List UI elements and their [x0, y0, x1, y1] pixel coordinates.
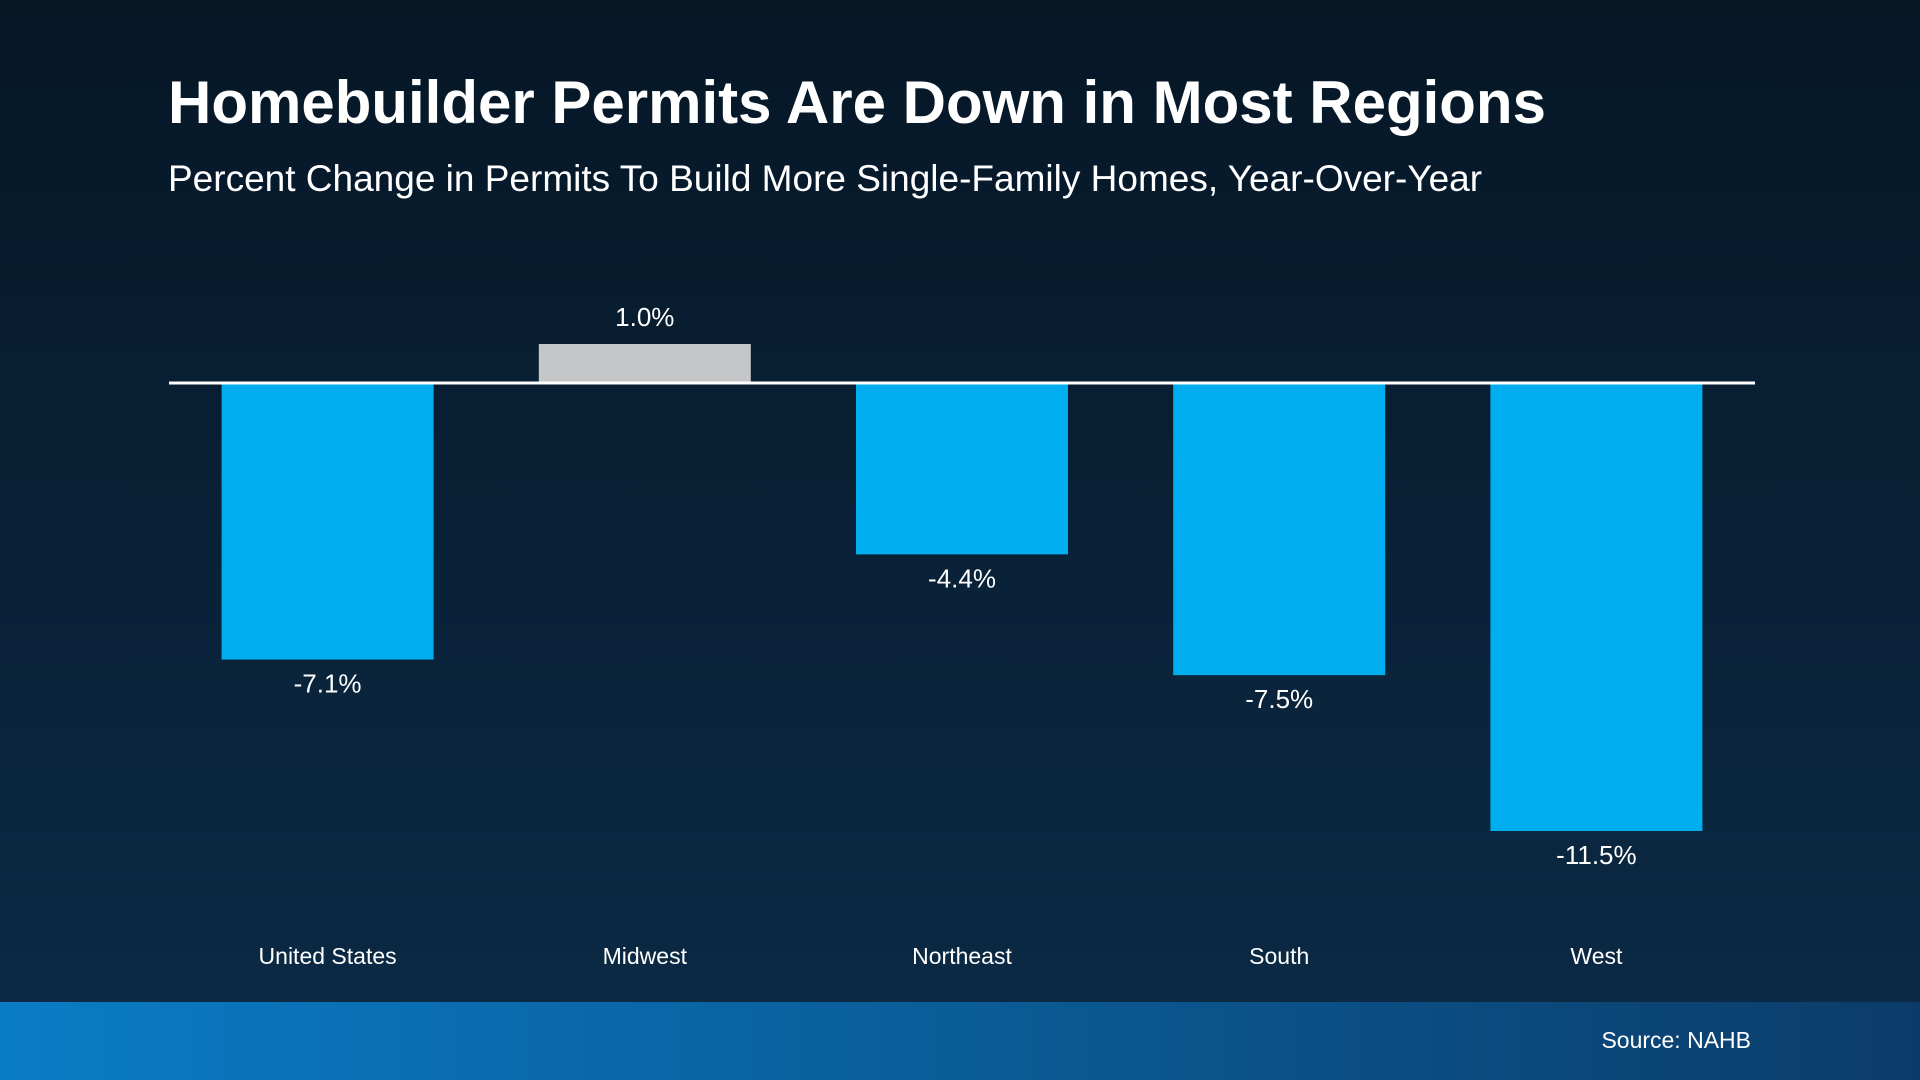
bar	[1173, 382, 1386, 676]
value-label: -11.5%	[1556, 840, 1636, 870]
bar	[1490, 382, 1703, 831]
x-tick-label: South	[1249, 943, 1309, 969]
x-tick-label: Northeast	[912, 943, 1012, 969]
footer-band	[0, 1002, 1920, 1080]
x-tick-label: United States	[259, 943, 397, 969]
value-label: -4.4%	[928, 563, 996, 593]
bar	[221, 382, 434, 660]
bar	[538, 344, 751, 383]
chart-title: Homebuilder Permits Are Down in Most Reg…	[168, 69, 1546, 136]
chart-subtitle: Percent Change in Permits To Build More …	[168, 158, 1482, 199]
value-label: 1.0%	[615, 302, 674, 332]
value-label: -7.1%	[294, 668, 362, 698]
x-tick-label: West	[1570, 943, 1623, 969]
bar	[856, 382, 1068, 555]
value-label: -7.5%	[1245, 684, 1313, 714]
source-note: Source: NAHB	[1601, 1027, 1751, 1053]
x-tick-label: Midwest	[603, 943, 688, 969]
